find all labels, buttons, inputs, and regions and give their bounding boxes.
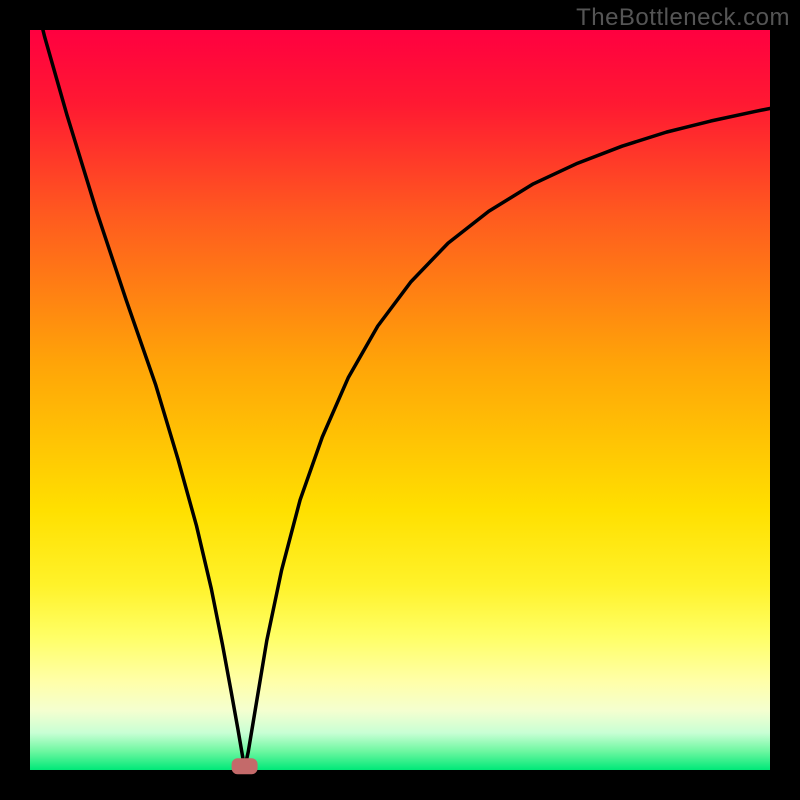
- chart-container: TheBottleneck.com: [0, 0, 800, 800]
- watermark-text: TheBottleneck.com: [576, 4, 790, 32]
- optimal-marker: [232, 758, 258, 774]
- chart-background: [30, 30, 770, 770]
- chart-svg: [0, 0, 800, 800]
